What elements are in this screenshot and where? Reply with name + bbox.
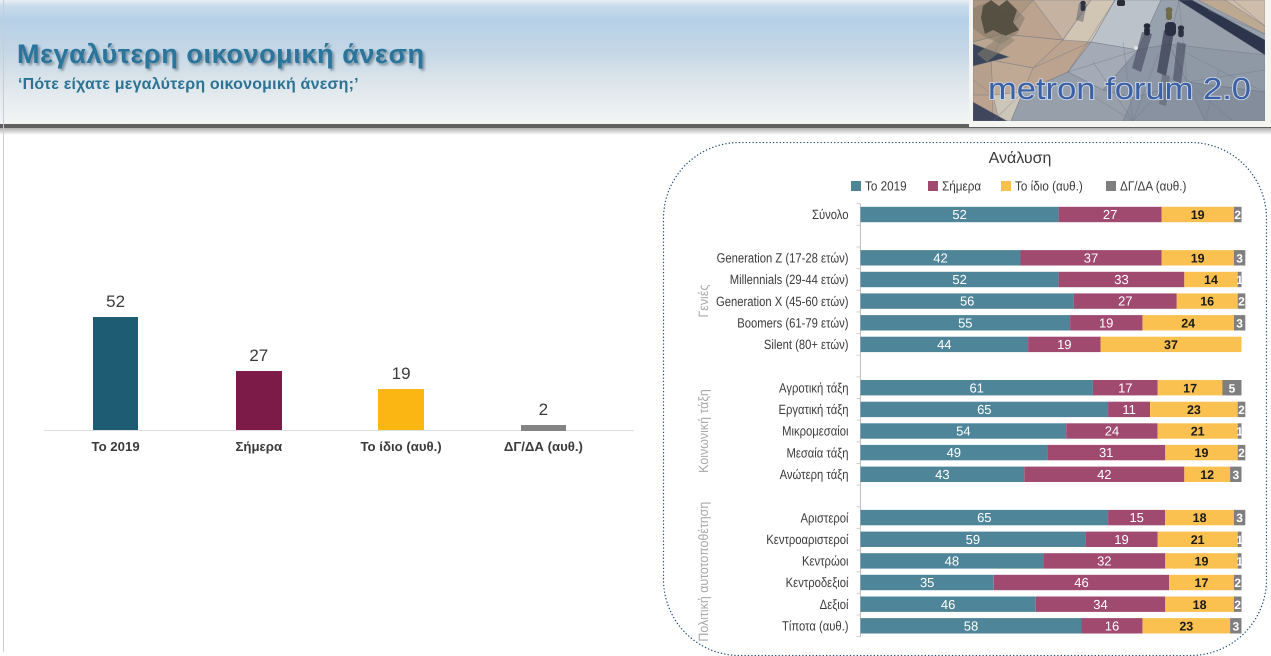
svg-text:11: 11 xyxy=(1122,402,1136,417)
svg-text:19: 19 xyxy=(1099,315,1113,330)
svg-text:65: 65 xyxy=(977,402,991,417)
svg-text:5: 5 xyxy=(1229,381,1236,395)
svg-text:19: 19 xyxy=(1191,208,1205,222)
svg-text:1: 1 xyxy=(1236,533,1243,547)
svg-text:24: 24 xyxy=(1105,424,1119,439)
svg-text:Μικρομεσαίοι: Μικρομεσαίοι xyxy=(782,424,848,439)
svg-text:Αγροτική τάξη: Αγροτική τάξη xyxy=(779,380,848,395)
svg-text:Εργατική τάξη: Εργατική τάξη xyxy=(778,402,848,417)
svg-text:Πολιτική αυτοτοποθέτηση: Πολιτική αυτοτοποθέτηση xyxy=(696,502,711,642)
svg-text:14: 14 xyxy=(1204,273,1218,287)
svg-text:Κεντροαριστεροί: Κεντροαριστεροί xyxy=(766,532,848,547)
svg-text:17: 17 xyxy=(1118,380,1132,395)
svg-text:3: 3 xyxy=(1236,316,1243,330)
svg-text:Generation Z (17-28 ετών): Generation Z (17-28 ετών) xyxy=(717,251,849,266)
svg-text:Boomers (61-79 ετών): Boomers (61-79 ετών) xyxy=(737,315,848,330)
svg-text:1: 1 xyxy=(1236,555,1243,569)
svg-text:48: 48 xyxy=(945,554,959,569)
svg-text:1: 1 xyxy=(1236,425,1243,439)
svg-text:15: 15 xyxy=(1129,510,1143,525)
svg-text:59: 59 xyxy=(966,532,980,547)
svg-text:Μεσαία τάξη: Μεσαία τάξη xyxy=(786,445,848,460)
svg-text:3: 3 xyxy=(1236,251,1243,265)
svg-text:61: 61 xyxy=(969,380,983,395)
svg-text:Ανώτερη τάξη: Ανώτερη τάξη xyxy=(780,467,849,482)
svg-text:24: 24 xyxy=(1181,316,1195,330)
svg-text:17: 17 xyxy=(1195,576,1209,590)
svg-text:46: 46 xyxy=(941,597,955,612)
svg-text:3: 3 xyxy=(1236,511,1243,525)
svg-text:23: 23 xyxy=(1179,619,1193,633)
svg-text:42: 42 xyxy=(1097,467,1111,482)
svg-text:Το ίδιο (αυθ.): Το ίδιο (αυθ.) xyxy=(1015,179,1083,194)
svg-text:37: 37 xyxy=(1164,338,1178,352)
svg-text:3: 3 xyxy=(1232,468,1239,482)
svg-text:12: 12 xyxy=(1200,468,1214,482)
svg-text:16: 16 xyxy=(1105,618,1119,633)
svg-text:ΔΓ/ΔΑ (αυθ.): ΔΓ/ΔΑ (αυθ.) xyxy=(1120,179,1186,194)
svg-text:2: 2 xyxy=(1238,446,1245,460)
svg-text:Κοινωνική τάξη: Κοινωνική τάξη xyxy=(696,389,711,473)
svg-text:44: 44 xyxy=(937,337,951,352)
svg-text:metron forum 2.0: metron forum 2.0 xyxy=(988,71,1251,106)
svg-text:49: 49 xyxy=(947,445,961,460)
svg-text:27: 27 xyxy=(1118,294,1132,309)
svg-text:16: 16 xyxy=(1200,295,1214,309)
svg-text:Ανάλυση: Ανάλυση xyxy=(989,150,1052,167)
svg-text:54: 54 xyxy=(956,424,970,439)
svg-text:35: 35 xyxy=(920,575,934,590)
svg-text:55: 55 xyxy=(958,315,972,330)
svg-text:19: 19 xyxy=(1195,555,1209,569)
svg-text:Γενιές: Γενιές xyxy=(696,284,711,317)
svg-text:2: 2 xyxy=(1234,598,1241,612)
svg-text:Το 2019: Το 2019 xyxy=(865,179,907,194)
svg-text:19: 19 xyxy=(1195,446,1209,460)
svg-text:2: 2 xyxy=(1234,576,1241,590)
svg-text:34: 34 xyxy=(1093,597,1107,612)
svg-text:43: 43 xyxy=(935,467,949,482)
svg-text:Millennials (29-44 ετών): Millennials (29-44 ετών) xyxy=(730,272,849,287)
svg-text:21: 21 xyxy=(1191,425,1205,439)
svg-text:Σήμερα: Σήμερα xyxy=(942,179,981,194)
svg-text:33: 33 xyxy=(1114,272,1128,287)
svg-text:56: 56 xyxy=(960,294,974,309)
svg-text:Τίποτα (αυθ.): Τίποτα (αυθ.) xyxy=(782,619,849,634)
svg-text:27: 27 xyxy=(1103,207,1117,222)
svg-text:32: 32 xyxy=(1097,554,1111,569)
svg-text:21: 21 xyxy=(1191,533,1205,547)
svg-text:58: 58 xyxy=(964,618,978,633)
svg-text:65: 65 xyxy=(977,510,991,525)
svg-text:18: 18 xyxy=(1193,511,1207,525)
svg-text:52: 52 xyxy=(952,207,966,222)
svg-text:18: 18 xyxy=(1193,598,1207,612)
svg-text:2: 2 xyxy=(1238,403,1245,417)
svg-text:46: 46 xyxy=(1074,575,1088,590)
svg-text:Κεντροδεξιοί: Κεντροδεξιοί xyxy=(786,575,849,590)
svg-text:Σύνολο: Σύνολο xyxy=(812,207,848,222)
svg-text:Αριστεροί: Αριστεροί xyxy=(801,510,849,525)
svg-text:2: 2 xyxy=(1234,208,1241,222)
svg-text:Κεντρώοι: Κεντρώοι xyxy=(802,554,849,569)
svg-text:42: 42 xyxy=(933,250,947,265)
svg-text:Silent (80+ ετών): Silent (80+ ετών) xyxy=(764,337,849,352)
svg-text:23: 23 xyxy=(1187,403,1201,417)
svg-text:37: 37 xyxy=(1084,250,1098,265)
svg-text:Generation X (45-60 ετών): Generation X (45-60 ετών) xyxy=(716,294,848,309)
svg-text:Δεξιοί: Δεξιοί xyxy=(820,597,849,612)
svg-text:19: 19 xyxy=(1191,251,1205,265)
svg-text:52: 52 xyxy=(952,272,966,287)
svg-text:2: 2 xyxy=(1238,295,1245,309)
svg-text:1: 1 xyxy=(1236,273,1243,287)
svg-text:17: 17 xyxy=(1183,381,1197,395)
svg-text:19: 19 xyxy=(1057,337,1071,352)
svg-text:3: 3 xyxy=(1232,619,1239,633)
svg-text:19: 19 xyxy=(1114,532,1128,547)
svg-text:31: 31 xyxy=(1099,445,1113,460)
